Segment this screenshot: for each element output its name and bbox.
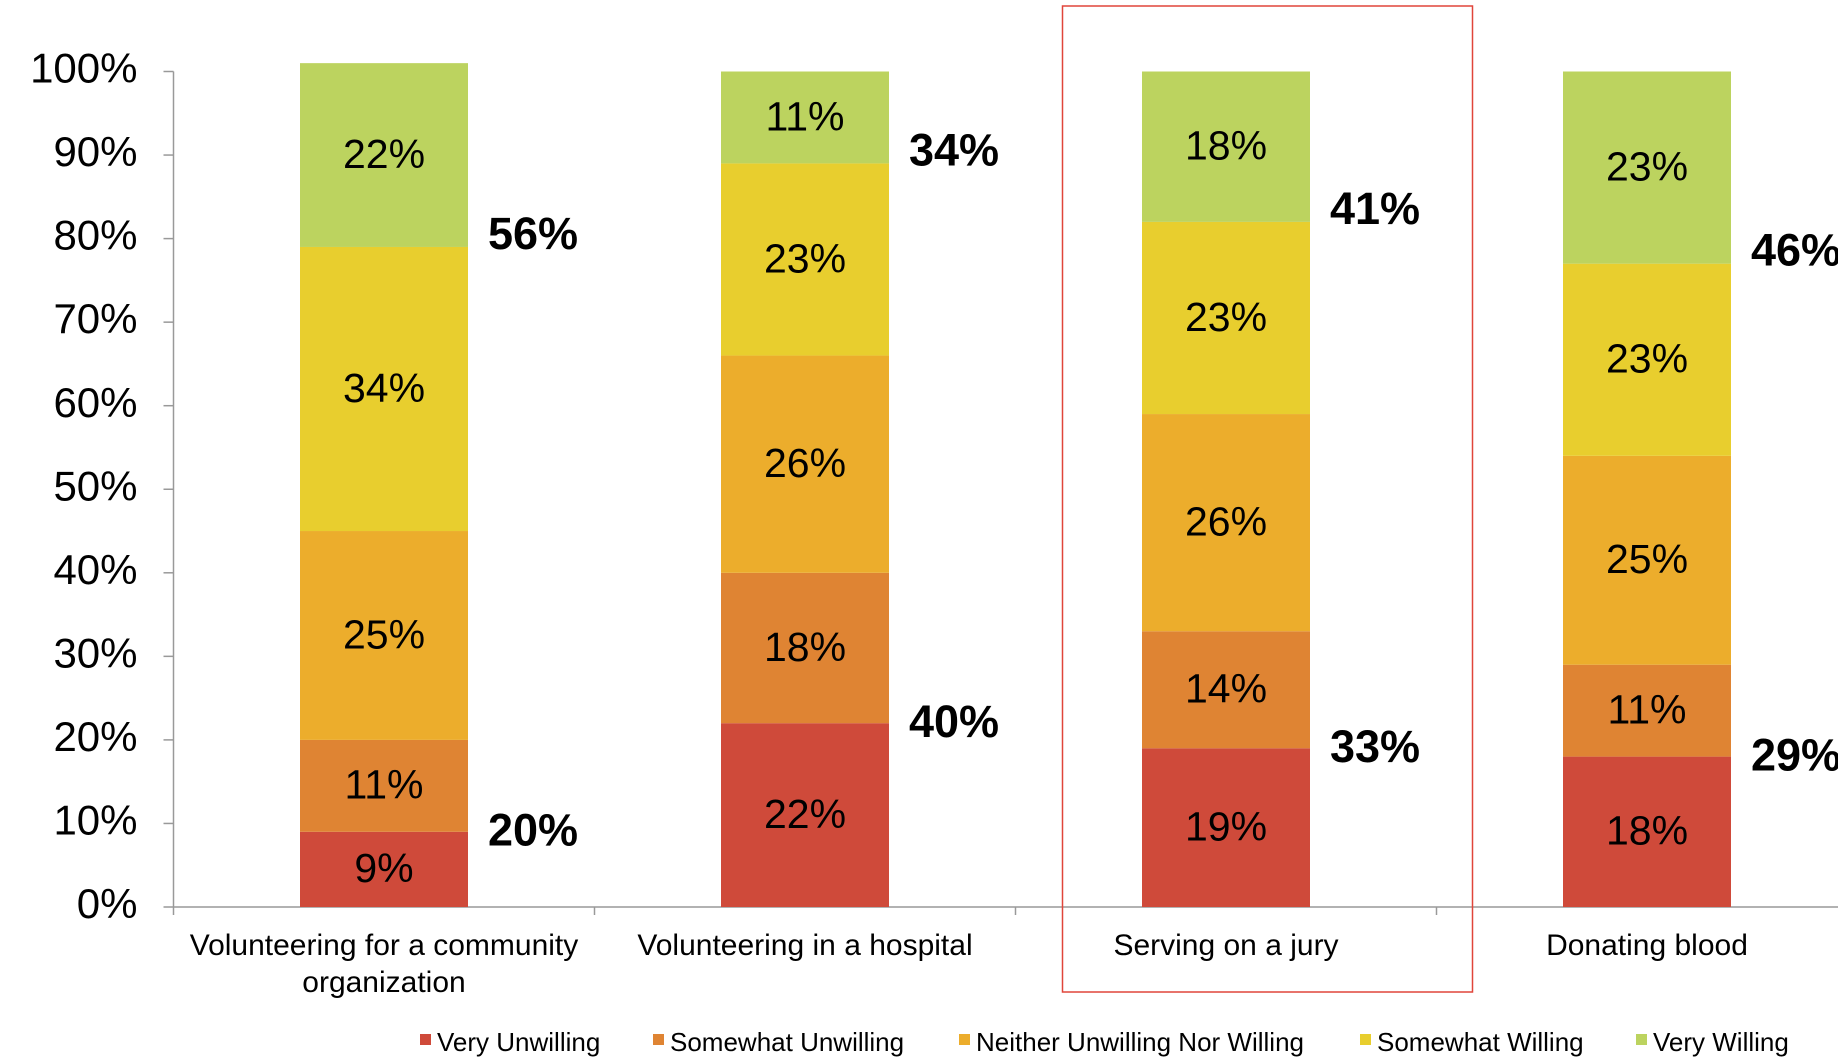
segment-label: 25% xyxy=(343,611,425,657)
bar-segment xyxy=(1563,263,1731,456)
unwilling-total: 33% xyxy=(1330,721,1420,772)
bar-segment xyxy=(1142,221,1310,415)
segment-label: 23% xyxy=(1185,294,1267,340)
unwilling-total: 29% xyxy=(1751,730,1838,781)
bar-segment xyxy=(1563,756,1731,907)
bar-segment xyxy=(721,572,889,724)
x-tick-label: Volunteering in a hospital xyxy=(637,929,973,962)
unwilling-total: 40% xyxy=(909,696,999,747)
y-tick-label: 90% xyxy=(53,128,137,175)
bar-segment xyxy=(300,739,468,832)
segment-label: 11% xyxy=(1607,686,1686,732)
segment-label: 19% xyxy=(1185,803,1267,849)
bar-segment xyxy=(1142,71,1310,222)
x-label-box: Volunteering in a hospital xyxy=(637,929,973,962)
segment-label: 14% xyxy=(1185,666,1267,712)
legend-swatch xyxy=(1360,1034,1371,1045)
y-tick-label: 20% xyxy=(53,713,137,760)
legend-label: Neither Unwilling Nor Willing xyxy=(976,1027,1304,1057)
willing-total: 41% xyxy=(1330,183,1420,234)
segment-label: 22% xyxy=(343,131,425,177)
bar-segment xyxy=(1142,748,1310,907)
segment-label: 26% xyxy=(1185,498,1267,544)
willing-total: 34% xyxy=(909,124,999,175)
segment-label: 26% xyxy=(764,440,846,486)
x-tick-label: Donating blood xyxy=(1546,929,1748,962)
y-tick-label: 60% xyxy=(53,379,137,426)
y-tick-label: 70% xyxy=(53,295,137,342)
x-label-box: Serving on a jury xyxy=(1113,929,1339,962)
legend-swatch xyxy=(420,1034,431,1045)
y-tick-label: 50% xyxy=(53,462,137,509)
segment-label: 23% xyxy=(764,235,846,281)
segment-label: 11% xyxy=(344,762,423,808)
bar-segment xyxy=(721,723,889,907)
legend-label: Very Unwilling xyxy=(437,1027,600,1057)
segment-label: 25% xyxy=(1606,536,1688,582)
segment-label: 18% xyxy=(1185,123,1267,169)
x-tick-label: Serving on a jury xyxy=(1113,929,1339,962)
highlight-box xyxy=(1061,5,1474,993)
bar-segment xyxy=(1142,631,1310,749)
unwilling-total: 20% xyxy=(488,805,578,856)
bar-segment xyxy=(1563,664,1731,757)
legend-swatch xyxy=(653,1034,664,1045)
y-tick-label: 10% xyxy=(53,797,137,844)
legend-swatch xyxy=(959,1034,970,1045)
segment-label: 23% xyxy=(1606,336,1688,382)
willing-total: 56% xyxy=(488,208,578,259)
bar-segment xyxy=(1563,71,1731,264)
x-label-box: Donating blood xyxy=(1546,929,1748,962)
segment-label: 9% xyxy=(354,845,413,891)
segment-label: 23% xyxy=(1606,143,1688,189)
x-label-box: Volunteering for a community organizatio… xyxy=(189,929,579,999)
bar-segment xyxy=(1563,455,1731,665)
y-tick-label: 100% xyxy=(30,45,137,92)
y-tick-label: 30% xyxy=(53,629,137,676)
segment-label: 18% xyxy=(764,624,846,670)
segment-label: 18% xyxy=(1606,808,1688,854)
segment-label: 22% xyxy=(764,791,846,837)
legend-swatch xyxy=(1636,1034,1647,1045)
x-tick-label: Volunteering for a community organizatio… xyxy=(189,929,579,999)
willing-total: 46% xyxy=(1751,225,1838,276)
y-tick-label: 0% xyxy=(77,880,138,927)
bar-segment xyxy=(721,355,889,573)
segment-label: 11% xyxy=(765,93,844,139)
y-tick-label: 40% xyxy=(53,546,137,593)
bar-segment xyxy=(300,246,468,532)
bar-segment xyxy=(300,531,468,740)
bar-segment xyxy=(300,831,468,907)
segment-label: 34% xyxy=(343,365,425,411)
legend-label: Somewhat Unwilling xyxy=(670,1027,904,1057)
y-tick-label: 80% xyxy=(53,212,137,259)
legend-label: Somewhat Willing xyxy=(1377,1027,1584,1057)
legend-label: Very Willing xyxy=(1653,1027,1789,1057)
bar-segment xyxy=(1142,414,1310,632)
bar-segment xyxy=(721,71,889,164)
bar-segment xyxy=(721,163,889,356)
bar-segment xyxy=(300,63,468,247)
